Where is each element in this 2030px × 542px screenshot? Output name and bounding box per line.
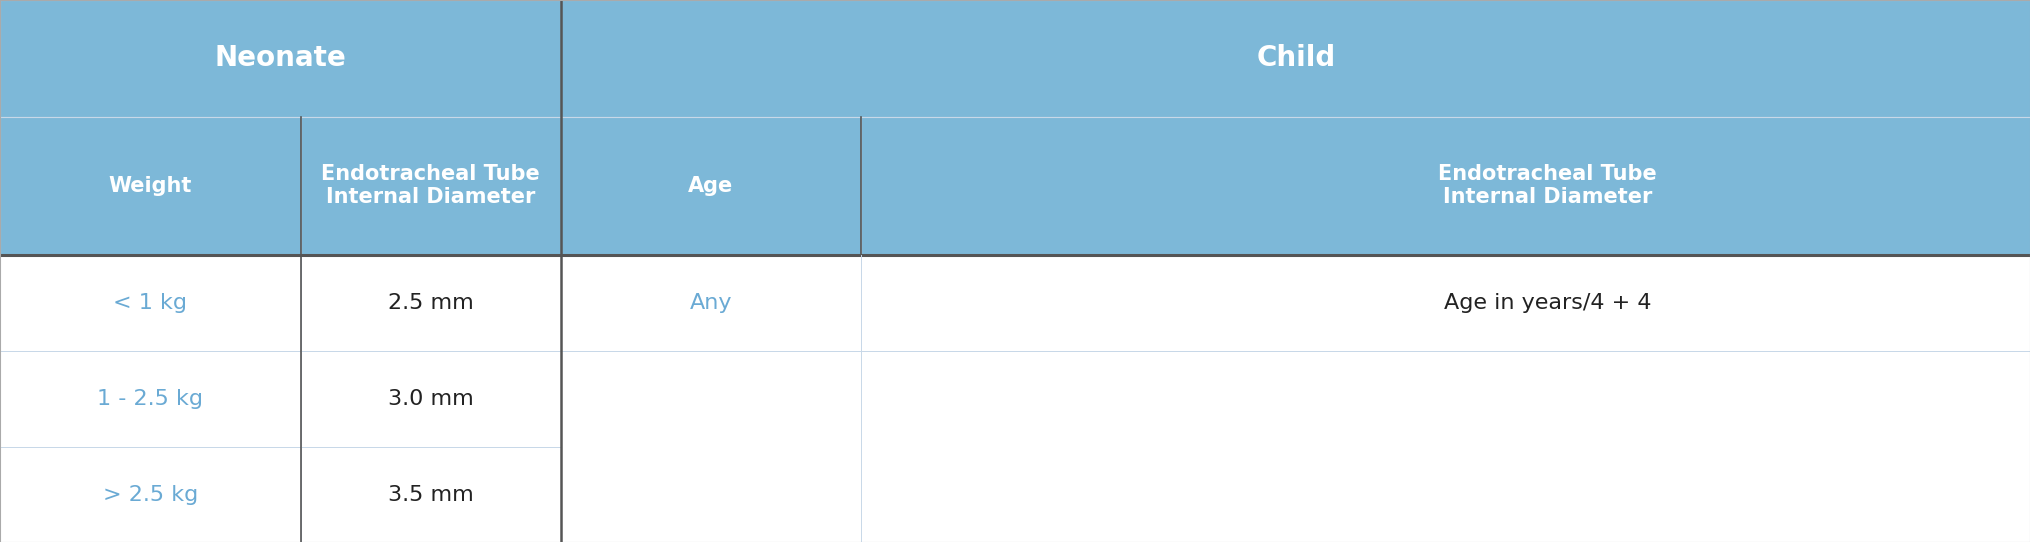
Bar <box>861 447 2030 542</box>
Bar <box>861 117 2030 255</box>
Text: Age: Age <box>688 176 733 196</box>
Bar <box>560 0 2030 117</box>
Bar <box>0 255 300 351</box>
Bar <box>0 0 560 117</box>
Bar <box>0 447 300 542</box>
Bar <box>861 255 2030 351</box>
Bar <box>560 351 2030 542</box>
Text: > 2.5 kg: > 2.5 kg <box>104 485 197 505</box>
Text: Endotracheal Tube
Internal Diameter: Endotracheal Tube Internal Diameter <box>321 164 540 207</box>
Bar <box>560 255 861 351</box>
Text: 1 - 2.5 kg: 1 - 2.5 kg <box>97 389 203 409</box>
Text: 2.5 mm: 2.5 mm <box>388 293 473 313</box>
Bar <box>300 117 560 255</box>
Text: Neonate: Neonate <box>215 44 345 72</box>
Text: < 1 kg: < 1 kg <box>114 293 187 313</box>
Bar <box>300 447 560 542</box>
Bar <box>560 117 861 255</box>
Bar <box>0 117 300 255</box>
Text: 3.5 mm: 3.5 mm <box>388 485 473 505</box>
Text: 3.0 mm: 3.0 mm <box>388 389 473 409</box>
Bar <box>300 351 560 447</box>
Bar <box>0 351 300 447</box>
Bar <box>861 351 2030 447</box>
Bar <box>300 255 560 351</box>
Bar <box>560 351 861 447</box>
Bar <box>560 447 861 542</box>
Text: Child: Child <box>1255 44 1336 72</box>
Text: Weight: Weight <box>108 176 193 196</box>
Text: Any: Any <box>690 293 731 313</box>
Text: Endotracheal Tube
Internal Diameter: Endotracheal Tube Internal Diameter <box>1437 164 1656 207</box>
Text: Age in years/4 + 4: Age in years/4 + 4 <box>1443 293 1650 313</box>
